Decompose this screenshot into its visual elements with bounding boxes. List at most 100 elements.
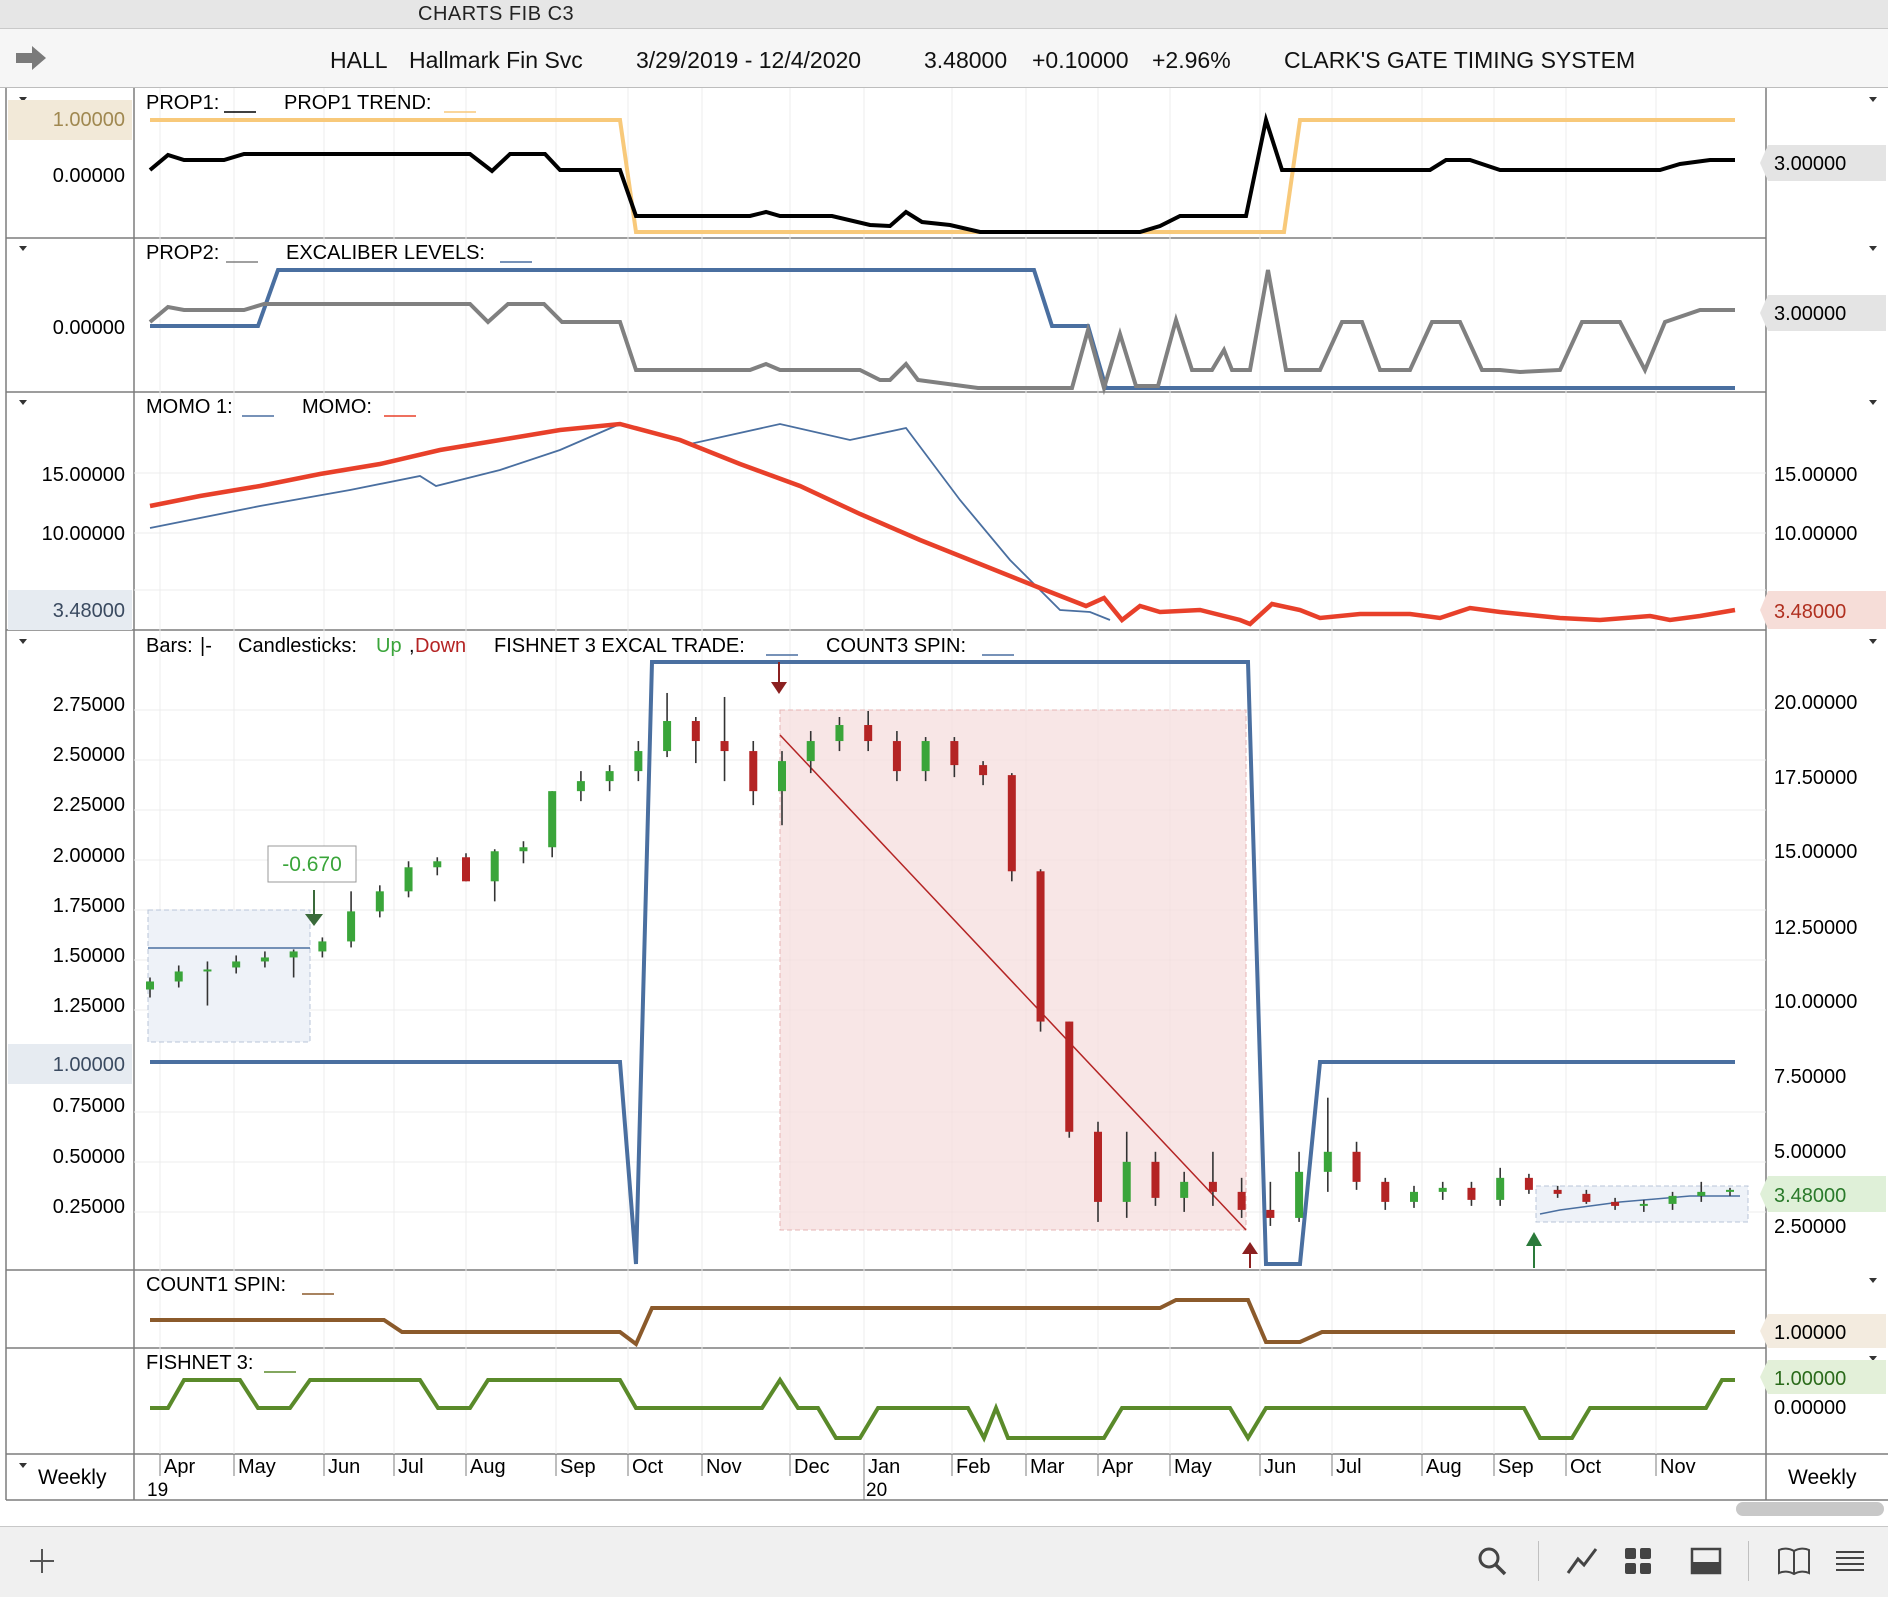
candle xyxy=(892,731,901,782)
candle xyxy=(289,949,298,978)
period-selector-left[interactable]: Weekly xyxy=(38,1466,107,1489)
candle xyxy=(519,841,528,864)
candle-body xyxy=(892,741,901,772)
candle-body xyxy=(1122,1161,1131,1202)
candle-body xyxy=(1410,1191,1418,1202)
year-label: 19 xyxy=(147,1480,168,1501)
candle-body xyxy=(1352,1151,1361,1182)
prop1-line xyxy=(148,112,1735,234)
price-right-axis: 20.00000 17.50000 15.00000 12.50000 10.00000… xyxy=(1774,692,1857,1238)
arrow-down-icon xyxy=(771,682,787,694)
annotation-label: -0.670 xyxy=(282,853,342,876)
prop2-panel: 0.00000 PROP2: EXCALIBER LEVELS: 3.00000 xyxy=(53,242,1886,396)
candle-body xyxy=(519,847,528,852)
candle xyxy=(691,717,700,764)
y-tick-label: 15.00000 xyxy=(1774,841,1857,863)
month-label: Oct xyxy=(632,1456,664,1478)
candle xyxy=(1151,1151,1160,1206)
candle-body xyxy=(1266,1209,1275,1218)
momo1-line xyxy=(149,423,1111,621)
date-range: 3/29/2019 - 12/4/2020 xyxy=(636,47,862,73)
candle xyxy=(174,965,183,988)
candle xyxy=(1295,1151,1304,1222)
y-tick-label: 20.00000 xyxy=(1774,692,1857,714)
month-label: Sep xyxy=(560,1456,596,1478)
candle xyxy=(1553,1185,1562,1198)
momo-panel: 15.00000 10.00000 15.00000 10.00000 MOMO… xyxy=(8,396,1886,630)
price-right-tag xyxy=(1768,1176,1886,1212)
candle-body xyxy=(921,741,930,772)
candle-body xyxy=(1611,1201,1620,1206)
candle-body xyxy=(1007,775,1016,872)
y-tick-label: 0.00000 xyxy=(53,165,125,187)
search-icon[interactable] xyxy=(1474,1543,1510,1579)
fishnet-excal-trade-line xyxy=(150,660,1735,1266)
candle xyxy=(318,937,327,958)
month-label: May xyxy=(1174,1456,1212,1478)
chart-header: HALL Hallmark Fin Svc 3/29/2019 - 12/4/2… xyxy=(0,29,1888,88)
candle-body xyxy=(174,971,183,982)
legend-excaliber-levels: EXCALIBER LEVELS: xyxy=(286,242,485,264)
candle-body xyxy=(462,857,470,882)
y-tick-label: 1.25000 xyxy=(53,995,125,1017)
collapse-icon xyxy=(1869,1356,1877,1361)
candle xyxy=(490,849,499,902)
y-tick-label: 12.50000 xyxy=(1774,917,1857,939)
month-label: Oct xyxy=(1570,1456,1602,1478)
candle xyxy=(835,717,844,752)
prop1-trend-line xyxy=(150,118,1735,234)
arrow-right-icon[interactable] xyxy=(14,43,48,73)
y-tick-label: 1.00000 xyxy=(53,109,125,131)
legend-prop1: PROP1: xyxy=(146,92,219,114)
legend-count3: COUNT3 SPIN: xyxy=(826,635,966,657)
plus-icon[interactable] xyxy=(24,1543,60,1579)
grid-icon[interactable] xyxy=(1620,1543,1656,1579)
menu-icon[interactable] xyxy=(1832,1543,1868,1579)
candle-body xyxy=(1094,1131,1102,1202)
y-tick-label: 2.00000 xyxy=(53,845,125,867)
candle xyxy=(1065,1021,1074,1138)
momo-left-tag xyxy=(8,590,132,630)
panel-icon[interactable] xyxy=(1688,1543,1724,1579)
y-tick-label: 1.75000 xyxy=(53,895,125,917)
prop2-value-label: 3.00000 xyxy=(1774,303,1846,325)
candle-body xyxy=(1438,1187,1447,1192)
system-name: CLARK'S GATE TIMING SYSTEM xyxy=(1284,47,1636,73)
bottom-toolbar xyxy=(0,1526,1888,1597)
candle-body xyxy=(490,851,499,882)
line-chart-icon[interactable] xyxy=(1564,1543,1600,1579)
legend-momo: MOMO: xyxy=(302,396,372,418)
y-tick-label: 0.50000 xyxy=(53,1146,125,1168)
candle-body xyxy=(1697,1191,1706,1196)
candle-body xyxy=(634,751,643,772)
horizontal-scrollbar[interactable] xyxy=(1736,1502,1884,1516)
legend-comma: , xyxy=(409,635,415,657)
panel-collapse-arrows[interactable] xyxy=(19,97,1877,1468)
month-label: Mar xyxy=(1030,1456,1065,1478)
candle xyxy=(1726,1187,1734,1196)
count1-panel: COUNT1 SPIN: 1.00000 xyxy=(146,1274,1886,1348)
sell-signal-arrow xyxy=(771,662,787,694)
prop2-line xyxy=(148,269,1735,396)
candle-body xyxy=(1639,1203,1648,1206)
legend-prop2: PROP2: xyxy=(146,242,219,264)
month-label: Sep xyxy=(1498,1456,1534,1478)
candlesticks xyxy=(146,692,1734,1226)
candle-body xyxy=(1036,871,1045,1022)
period-selector-right[interactable]: Weekly xyxy=(1788,1466,1857,1489)
collapse-icon xyxy=(19,1463,27,1468)
chart-canvas[interactable]: 1.00000 0.00000 PROP1: PROP1 TREND: 3.00… xyxy=(0,88,1888,1525)
collapse-icon xyxy=(1869,639,1877,644)
candle xyxy=(1007,773,1016,882)
fishnet3-line xyxy=(150,1376,1735,1443)
candle xyxy=(404,861,413,898)
y-tick-label: 2.50000 xyxy=(1774,1216,1846,1238)
candle xyxy=(749,741,758,806)
candle-body xyxy=(663,721,672,752)
trade-trend-line xyxy=(779,734,1247,1231)
book-icon[interactable] xyxy=(1776,1543,1812,1579)
x-axis: Weekly Weekly Apr May Jun Jul Aug Sep Oct Nov De… xyxy=(38,1454,1857,1501)
candle-body xyxy=(1381,1181,1390,1202)
candle-body xyxy=(1467,1187,1476,1200)
